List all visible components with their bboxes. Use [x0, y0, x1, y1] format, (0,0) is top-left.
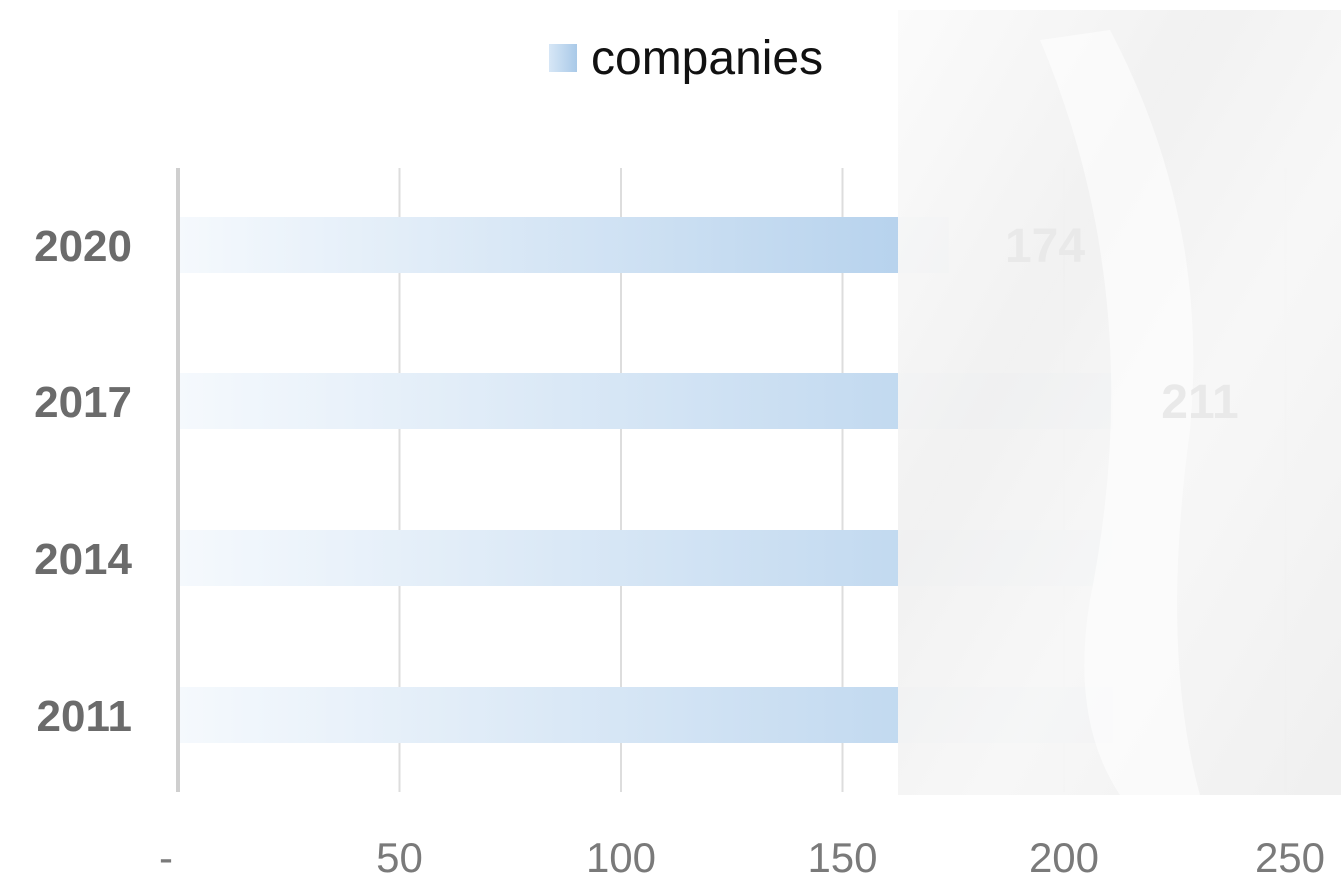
x-tick-label: 250: [1255, 834, 1325, 881]
category-label-2014: 2014: [34, 535, 132, 584]
x-tick-labels: - 50 100 150 200 250: [159, 834, 1325, 881]
category-label-2011: 2011: [37, 692, 132, 741]
data-label-2020: 174: [1005, 220, 1085, 273]
glare-highlight: [1040, 30, 1200, 795]
glare-overlay: [898, 10, 1341, 795]
category-labels: 2020 2017 2014 2011: [34, 222, 132, 741]
x-tick-label: 150: [807, 834, 877, 881]
legend: companies: [549, 32, 823, 85]
category-label-2020: 2020: [34, 222, 132, 271]
legend-swatch: [549, 44, 577, 72]
bar-2020: [180, 217, 949, 273]
x-tick-label: 100: [586, 834, 656, 881]
x-tick-label: -: [159, 834, 173, 881]
data-labels: 174 211: [1005, 220, 1239, 429]
legend-label: companies: [591, 32, 823, 85]
category-label-2017: 2017: [34, 378, 132, 427]
data-label-2017: 211: [1161, 376, 1238, 429]
x-tick-label: 200: [1029, 834, 1099, 881]
x-tick-label: 50: [376, 834, 423, 881]
